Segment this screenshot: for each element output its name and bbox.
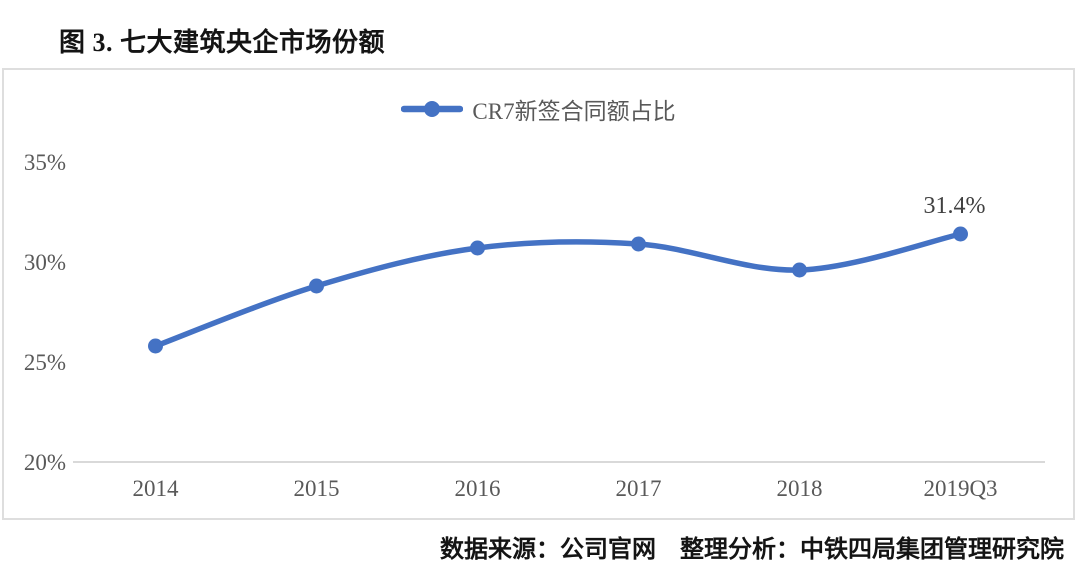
data-point-marker <box>953 226 968 242</box>
line-chart-plot: 20% 25% 30% 35% 2014 2015 2016 2017 2018 2019Q3 31… <box>24 150 1045 501</box>
x-tick-label: 2019Q3 <box>923 476 997 501</box>
data-point-marker <box>470 240 485 256</box>
data-point-marker <box>148 338 163 354</box>
y-tick-label: 20% <box>24 450 66 475</box>
x-tick-label: 2015 <box>294 476 340 501</box>
x-tick-label: 2014 <box>133 476 180 501</box>
data-point-marker <box>309 278 324 294</box>
y-tick-label: 25% <box>24 350 66 375</box>
data-label: 31.4% <box>924 193 986 219</box>
source-note: 数据来源：公司官网 整理分析：中铁四局集团管理研究院 <box>440 537 1064 563</box>
x-tick-label: 2017 <box>616 476 662 501</box>
x-tick-label: 2016 <box>455 476 501 501</box>
series-line <box>152 231 964 349</box>
x-tick-label: 2018 <box>777 476 823 501</box>
data-point-marker <box>631 236 646 252</box>
y-tick-label: 30% <box>24 250 66 275</box>
data-point-marker <box>792 262 807 278</box>
figure-title: 图 3. 七大建筑央企市场份额 <box>59 28 386 57</box>
y-tick-label: 35% <box>24 150 66 175</box>
chart-frame: CR7新签合同额占比 20% 25% 30% 35% 2014 2015 2016 2017 2… <box>2 68 1075 520</box>
